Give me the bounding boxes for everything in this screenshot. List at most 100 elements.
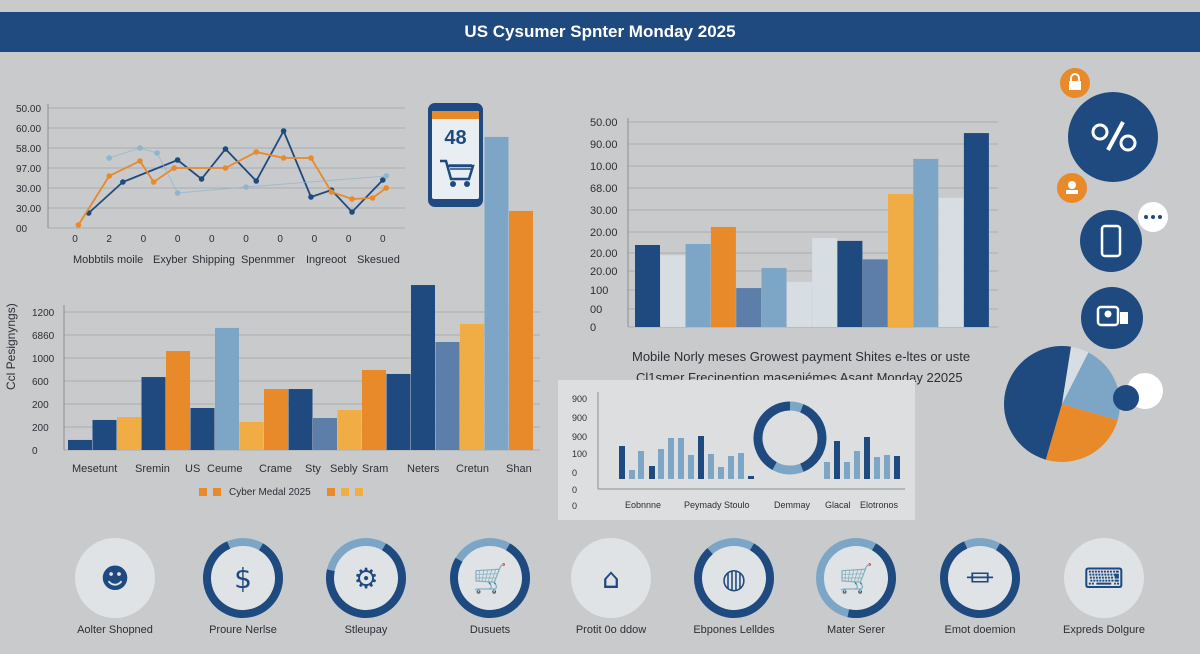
bar [239, 422, 264, 450]
icon-label: Aolter Shopned [77, 624, 153, 636]
bar [748, 476, 754, 479]
icon-ring-progress [940, 538, 1020, 618]
cart-icon: 🛒 [473, 562, 508, 595]
y-tick-label: 58.00 [16, 144, 41, 155]
x-tick-label: 0 [72, 234, 78, 245]
y-tick-label: 20.00 [590, 266, 618, 278]
y-tick-label: 0 [32, 446, 38, 457]
percent-dot [1091, 123, 1109, 141]
y-tick-label: 900 [572, 394, 587, 404]
gear-icon: ⚙ [353, 562, 378, 595]
more-dot [1158, 215, 1162, 219]
mini-category-label: Demmay [774, 500, 811, 510]
x-tick-label: 0 [312, 234, 318, 245]
bar [678, 438, 684, 479]
legend-swatch [213, 488, 221, 496]
line-point [137, 158, 143, 164]
y-tick-label: 6860 [32, 331, 55, 342]
bar [649, 466, 655, 479]
legend-swatch [199, 488, 207, 496]
icon-circle [75, 538, 155, 618]
card-head [1104, 310, 1112, 318]
bar [814, 478, 820, 479]
person-head [1068, 181, 1076, 189]
bar [894, 456, 900, 479]
bar [862, 259, 888, 327]
x-tick-label: 0 [243, 234, 249, 245]
bar [264, 389, 288, 450]
bar-category-label: Sremin [135, 463, 170, 475]
y-tick-label: 50.00 [590, 117, 618, 129]
line-point [253, 178, 260, 184]
line-category-label: Spenmmer [241, 254, 295, 266]
line-point [380, 177, 386, 183]
bar [685, 243, 711, 327]
cart-icon [440, 159, 475, 187]
pie-slice [1003, 345, 1072, 460]
lock-body [1069, 81, 1081, 90]
icon-circle [694, 538, 774, 618]
y-tick-label: 90.00 [590, 139, 618, 151]
pie-slice [1062, 346, 1089, 404]
line-category-label: Mobbtils moile [73, 254, 144, 266]
bar [708, 454, 714, 479]
bar [484, 136, 509, 450]
bar [92, 419, 117, 450]
percent-slash [1106, 121, 1125, 151]
mini-category-label: Eobnnne [625, 500, 662, 510]
line-point [280, 155, 287, 161]
phone-badge [1080, 210, 1142, 272]
bar [68, 439, 92, 450]
bar [736, 288, 762, 327]
y-tick-label: 0 [572, 468, 577, 478]
y-tick-label: 0 [572, 485, 577, 495]
line-point [120, 179, 126, 185]
dollar-coin-icon: $ [234, 562, 252, 595]
bar [635, 245, 660, 327]
icon-circle [326, 538, 406, 618]
percent-icon [1091, 121, 1137, 152]
id-card-badge [1081, 287, 1143, 349]
y-tick-label: 00 [16, 224, 28, 235]
bar [938, 197, 964, 327]
mini-category-label: Elotronos [860, 500, 899, 510]
x-tick-label: 0 [141, 234, 147, 245]
bar [619, 446, 625, 479]
shopper-icon: ☻ [100, 562, 129, 595]
icon-circle [940, 538, 1020, 618]
line-category-label: Ingreoot [306, 254, 347, 266]
x-tick-label: 0 [175, 234, 181, 245]
icon-ring-progress [203, 538, 283, 618]
line-point [222, 165, 229, 171]
y-tick-label: 900 [572, 413, 587, 423]
x-tick-label: 2 [106, 234, 112, 245]
bar [710, 226, 736, 327]
icon-circle [816, 538, 896, 618]
line-point [106, 155, 112, 161]
more-icon [1144, 215, 1162, 219]
icon-circle [450, 538, 530, 618]
bar [913, 158, 939, 327]
line-point [280, 128, 287, 134]
bar [761, 267, 787, 327]
icon-label: Proure Nerlse [209, 624, 277, 636]
line-point [243, 184, 249, 190]
y-tick-label: 50.00 [16, 104, 41, 115]
house-icon: ⌂ [602, 562, 620, 595]
line-point [308, 194, 314, 200]
bar [963, 133, 989, 327]
y-tick-label: 68.00 [590, 183, 618, 195]
bar-category-label: Sty [305, 463, 321, 475]
bar [786, 281, 812, 327]
y-tick-label: 100 [572, 449, 587, 459]
y-tick-label: 0 [590, 322, 596, 334]
bar [166, 351, 190, 450]
icon-ring-progress [816, 538, 896, 618]
bar [660, 255, 686, 327]
bar [215, 327, 239, 450]
donut-segment [772, 461, 804, 475]
icon-ring-progress [694, 538, 774, 618]
icon-label: Ebpones Lelldes [693, 624, 775, 636]
bar-category-label: Crame [259, 463, 293, 475]
